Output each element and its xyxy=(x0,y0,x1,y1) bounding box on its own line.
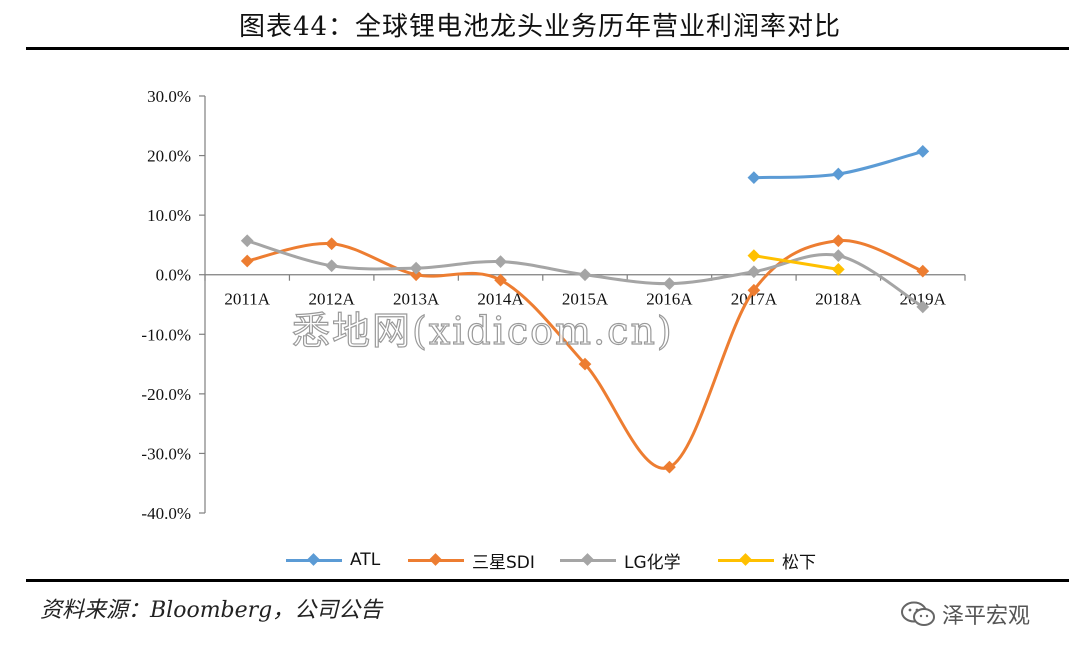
x-tick-label: 2017A xyxy=(731,290,778,309)
y-tick-label: -20.0% xyxy=(141,385,191,404)
data-point xyxy=(578,268,592,282)
data-point xyxy=(494,255,507,268)
legend-item: 松下 xyxy=(718,546,816,574)
data-point xyxy=(663,277,676,291)
data-point xyxy=(409,268,423,282)
bottom-rule xyxy=(26,579,1069,582)
source-note: 资料来源：Bloomberg，公司公告 xyxy=(40,598,383,623)
legend-label: 松下 xyxy=(782,552,816,573)
data-point xyxy=(747,265,761,279)
data-point xyxy=(831,249,845,263)
brand-name: 泽平宏观 xyxy=(942,604,1031,629)
top-rule xyxy=(26,47,1069,50)
legend-swatch xyxy=(286,553,342,567)
legend-label: 三星SDI xyxy=(472,552,535,573)
legend-label: ATL xyxy=(350,550,381,570)
x-tick-label: 2012A xyxy=(309,290,356,309)
series-line-1 xyxy=(246,239,924,470)
legend-item: ATL xyxy=(286,546,380,574)
wechat-icon xyxy=(901,601,935,626)
data-point xyxy=(240,254,254,268)
figure-title: 图表44：全球锂电池龙头业务历年营业利润率对比 xyxy=(238,12,842,42)
legend-swatch xyxy=(560,553,616,567)
y-tick-label: 0.0% xyxy=(156,266,191,285)
data-point xyxy=(831,167,845,181)
x-tick-label: 2015A xyxy=(562,290,609,309)
data-point xyxy=(494,273,507,287)
x-tick-label: 2018A xyxy=(815,290,862,309)
watermark: 悉地网(xidicom.cn) xyxy=(291,308,674,353)
data-point xyxy=(409,261,423,275)
x-tick-label: 2013A xyxy=(393,290,440,309)
x-tick-label: 2019A xyxy=(900,290,947,309)
y-tick-label: 30.0% xyxy=(147,87,191,106)
legend-swatch xyxy=(718,553,774,567)
data-point xyxy=(747,171,761,184)
x-tick-label: 2014A xyxy=(477,290,524,309)
data-point xyxy=(831,262,845,276)
legend-swatch xyxy=(408,553,464,567)
data-point xyxy=(916,145,930,158)
chart-axes: 30.0% 20.0% 10.0% 0.0% -10.0% -20.0% -30.0% -40… xyxy=(141,87,966,523)
legend-item: 三星SDI xyxy=(408,546,535,574)
legend-label: LG化学 xyxy=(624,552,681,573)
data-point xyxy=(916,264,930,278)
x-tick-label: 2016A xyxy=(646,290,693,309)
y-tick-label: 20.0% xyxy=(147,147,191,166)
chart-legend: ATL 三星SDI LG化学 松下 xyxy=(0,546,1080,574)
data-point xyxy=(831,234,845,248)
line-chart: 30.0% 20.0% 10.0% 0.0% -10.0% -20.0% -30.0% -40… xyxy=(141,87,966,523)
data-point xyxy=(325,259,339,273)
data-point xyxy=(747,249,761,263)
y-tick-label: -10.0% xyxy=(141,325,191,344)
data-point xyxy=(240,234,254,248)
data-point xyxy=(325,237,339,251)
legend-item: LG化学 xyxy=(560,546,681,574)
x-tick-label: 2011A xyxy=(224,290,270,309)
y-tick-label: 10.0% xyxy=(147,206,191,225)
brand-badge: 泽平宏观 xyxy=(900,598,1030,630)
y-tick-label: -30.0% xyxy=(141,444,191,463)
y-tick-label: -40.0% xyxy=(141,504,191,523)
